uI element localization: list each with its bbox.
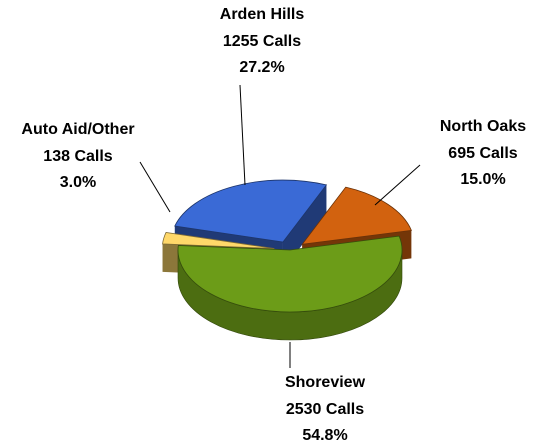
slice-label: North Oaks <box>440 118 526 135</box>
value-label: 138 Calls <box>43 148 112 165</box>
percent-label: 54.8% <box>302 427 347 444</box>
leader-line <box>139 161 171 213</box>
slice-label: Auto Aid/Other <box>21 121 134 138</box>
value-label: 2530 Calls <box>286 401 364 418</box>
leader-line <box>374 164 421 206</box>
slice-label: Arden Hills <box>220 6 305 23</box>
leader-line <box>239 84 246 186</box>
value-label: 1255 Calls <box>223 33 301 50</box>
slice-cut <box>282 184 327 271</box>
slice <box>177 235 403 341</box>
percent-label: 27.2% <box>239 59 284 76</box>
slice-top <box>301 186 412 245</box>
percent-label: 15.0% <box>460 171 505 188</box>
slice-top <box>174 179 328 243</box>
slice-top <box>177 235 403 313</box>
slice-label: Shoreview <box>285 374 366 391</box>
value-label: 695 Calls <box>448 145 517 162</box>
slice-top <box>162 232 275 249</box>
percent-label: 3.0% <box>60 174 96 191</box>
